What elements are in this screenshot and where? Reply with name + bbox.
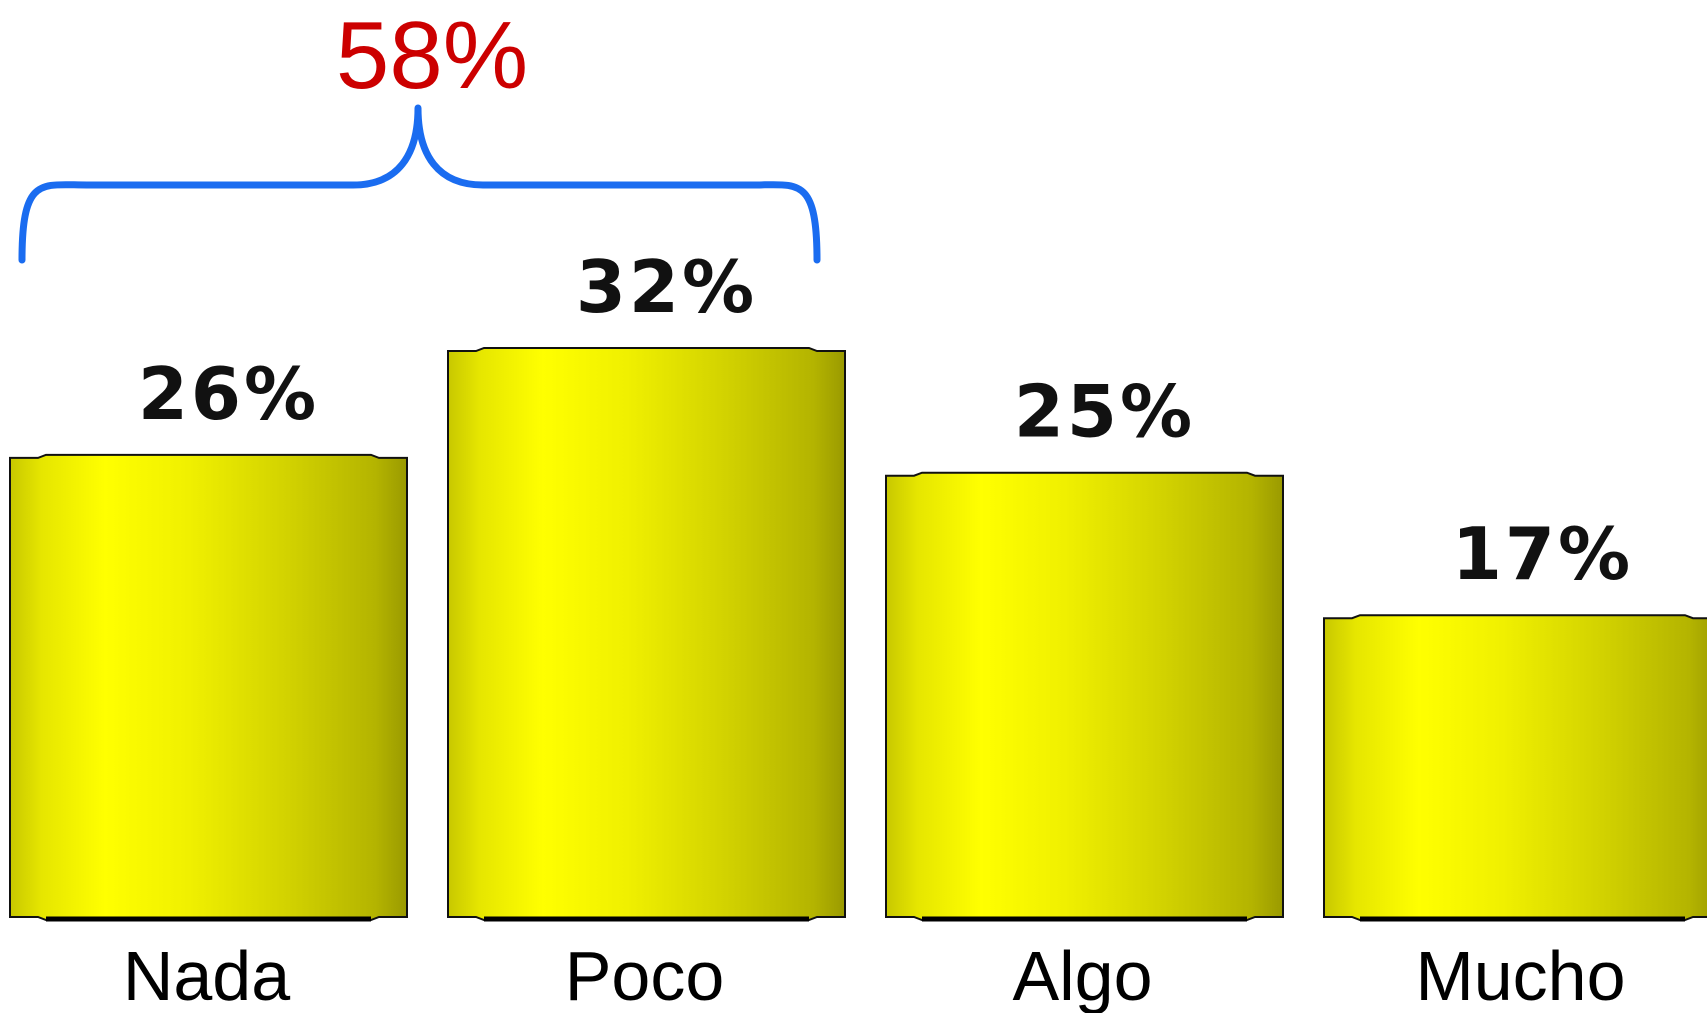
value-labels-layer: 26% 32% 25% 17%	[138, 245, 1633, 596]
bar-poco-body	[447, 347, 846, 921]
bar-nada	[9, 453, 408, 922]
bar-mucho	[1323, 614, 1707, 922]
category-label-algo: Algo	[1012, 937, 1152, 1013]
bar-nada-body	[9, 453, 408, 921]
bar-poco	[447, 347, 846, 922]
category-label-nada: Nada	[123, 937, 290, 1013]
value-label-poco: 32%	[576, 245, 757, 329]
bar-algo-body	[885, 471, 1284, 921]
bar-mucho-body	[1323, 614, 1707, 921]
brace-bracket	[18, 104, 821, 264]
value-label-nada: 26%	[138, 352, 319, 436]
group-total-annotation: 58%	[18, 2, 821, 264]
value-label-algo: 25%	[1014, 370, 1195, 454]
bars-layer	[9, 347, 1707, 922]
bar-algo	[885, 471, 1284, 922]
value-label-mucho: 17%	[1452, 512, 1633, 596]
category-label-mucho: Mucho	[1415, 937, 1625, 1013]
group-total-label: 58%	[336, 2, 528, 109]
category-labels-layer: Nada Poco Algo Mucho	[123, 937, 1626, 1013]
category-label-poco: Poco	[565, 937, 725, 1013]
